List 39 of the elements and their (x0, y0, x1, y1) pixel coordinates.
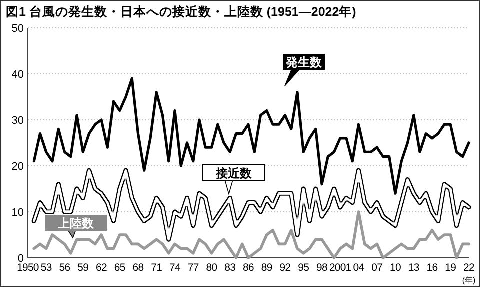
x-tick-label: 2001 (329, 262, 352, 274)
x-tick-label: 04 (353, 262, 365, 274)
x-tick-label: 95 (298, 262, 310, 274)
x-tick-label: 13 (408, 262, 420, 274)
y-tick-label: 20 (12, 160, 24, 173)
x-tick-label: 1950 (17, 262, 40, 274)
y-tick-label: 0 (18, 252, 24, 265)
x-tick-label: 56 (59, 262, 71, 274)
chart-title: 図1 台風の発生数・日本への接近数・上陸数 (1951—2022年) (6, 4, 356, 19)
line-series (32, 168, 472, 242)
y-tick-label: 30 (12, 114, 24, 127)
x-tick-label: 74 (170, 262, 181, 274)
x-tick-label: 92 (280, 262, 292, 274)
y-tick-label: 10 (12, 206, 24, 219)
x-tick-label: 65 (114, 262, 126, 274)
y-tick-label: 40 (12, 68, 24, 81)
x-tick-label: 77 (188, 262, 200, 274)
x-tick-label: 83 (224, 262, 236, 274)
x-tick-label: 86 (243, 262, 254, 274)
x-tick-label: 19 (445, 262, 457, 274)
x-tick-label: 62 (96, 262, 108, 274)
x-tick-label: 59 (78, 262, 90, 274)
line-series (32, 210, 470, 260)
x-tick-label: 89 (261, 262, 273, 274)
series-label: 接近数 (215, 166, 253, 180)
x-axis-title: (年) (462, 276, 476, 285)
x-tick-label: 16 (426, 262, 438, 274)
x-tick-label: 98 (316, 262, 328, 274)
series-label: 上陸数 (57, 216, 95, 230)
x-tick-label: 80 (206, 262, 218, 274)
line-series (32, 77, 470, 195)
x-tick-label: 07 (372, 262, 384, 274)
x-tick-label: 71 (151, 262, 163, 274)
x-tick-label: 22 (464, 262, 475, 274)
x-tick-label: 68 (132, 262, 144, 274)
x-tick-label: 10 (390, 262, 402, 274)
y-tick-label: 50 (12, 22, 24, 35)
text: 発生数 (285, 55, 323, 70)
x-tick-label: 53 (40, 262, 52, 274)
